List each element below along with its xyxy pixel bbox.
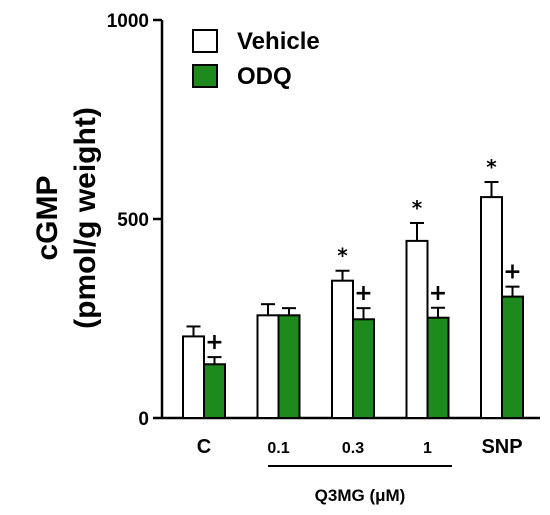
bar-vehicle	[405, 239, 429, 419]
asterisk-marker: *	[412, 196, 423, 220]
asterisk-marker: *	[486, 155, 497, 179]
bar-odq	[352, 318, 375, 419]
bar-odq	[203, 363, 226, 419]
x-tick-label: 0.3	[342, 440, 364, 457]
legend: Vehicle ODQ	[192, 28, 320, 90]
bar-odq	[426, 316, 450, 420]
bar-vehicle	[256, 314, 280, 420]
bar-vehicle	[480, 196, 503, 419]
bar-odq	[501, 295, 524, 419]
x-tick-label: SNP	[481, 436, 522, 458]
bar-vehicle	[331, 279, 354, 419]
y-tick-label: 0	[138, 409, 149, 430]
plus-marker: +	[429, 281, 447, 306]
x-tick-label: C	[197, 436, 211, 458]
y-axis-title: cGMP (pmol/g weight)	[31, 107, 102, 329]
bar-group	[256, 303, 301, 420]
bar-group	[480, 180, 524, 419]
legend-swatch-odq	[192, 64, 218, 88]
asterisk-marker: *	[337, 244, 348, 268]
x-tick-label: 0.1	[267, 440, 289, 457]
x-tick-label: 1	[423, 440, 432, 457]
y-tick-label: 1000	[107, 11, 149, 32]
plus-marker: +	[503, 260, 521, 285]
bar-group	[331, 269, 375, 419]
legend-label-vehicle: Vehicle	[237, 28, 320, 55]
bar-odq	[277, 314, 301, 420]
x-group-bracket: Q3MG (μM)	[268, 465, 452, 505]
plus-marker: +	[354, 281, 372, 306]
bar-group	[405, 221, 450, 420]
legend-label-odq: ODQ	[237, 63, 292, 90]
x-axis: C 0.1 0.3 1 SNP	[162, 416, 540, 458]
bars	[182, 180, 524, 420]
legend-swatch-vehicle	[192, 29, 218, 53]
y-axis: 0 500 1000	[107, 11, 164, 430]
bar-vehicle	[182, 335, 205, 419]
y-axis-title-line2: (pmol/g weight)	[69, 107, 102, 329]
significance-markers: +*+*+*+	[205, 155, 521, 355]
y-axis-title-line1: cGMP	[31, 175, 64, 260]
bar-group	[182, 325, 226, 419]
plus-marker: +	[205, 330, 223, 355]
y-tick-label: 500	[117, 210, 149, 231]
x-group-label: Q3MG (μM)	[315, 486, 406, 505]
